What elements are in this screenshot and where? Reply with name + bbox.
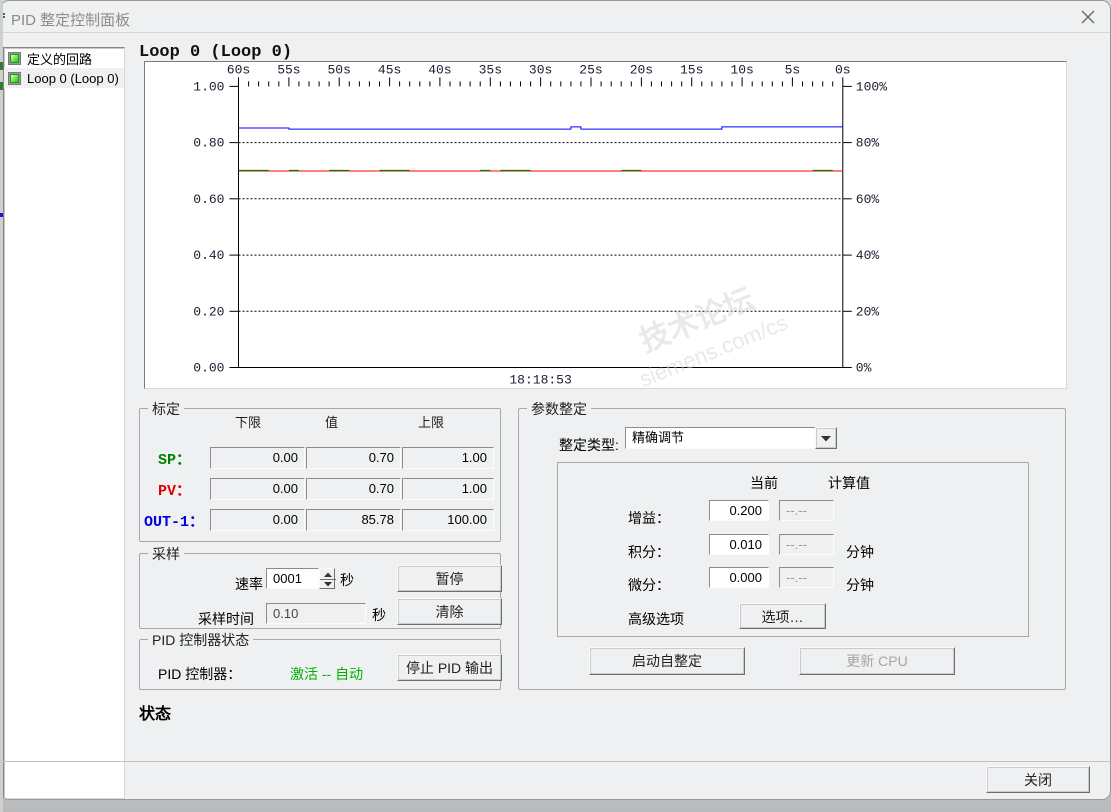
svg-text:40s: 40s [428, 62, 451, 77]
svg-text:0%: 0% [856, 361, 872, 376]
svg-text:1.00: 1.00 [193, 79, 224, 94]
svg-text:50s: 50s [327, 62, 350, 77]
svg-text:100%: 100% [856, 79, 887, 94]
svg-text:20s: 20s [630, 62, 653, 77]
svg-text:45s: 45s [378, 62, 401, 77]
svg-text:80%: 80% [856, 136, 880, 151]
svg-text:60s: 60s [227, 62, 250, 77]
svg-text:30s: 30s [529, 62, 552, 77]
svg-text:40%: 40% [856, 248, 880, 263]
svg-text:20%: 20% [856, 304, 880, 319]
svg-text:35s: 35s [479, 62, 502, 77]
svg-text:55s: 55s [277, 62, 300, 77]
svg-text:10s: 10s [730, 62, 753, 77]
svg-text:60%: 60% [856, 192, 880, 207]
svg-text:0.00: 0.00 [193, 361, 224, 376]
svg-text:15s: 15s [680, 62, 703, 77]
svg-text:0.80: 0.80 [193, 136, 224, 151]
svg-text:25s: 25s [579, 62, 602, 77]
svg-text:5s: 5s [785, 62, 801, 77]
svg-text:0.40: 0.40 [193, 248, 224, 263]
svg-text:18:18:53: 18:18:53 [509, 373, 571, 388]
svg-text:0.60: 0.60 [193, 192, 224, 207]
svg-text:0.20: 0.20 [193, 304, 224, 319]
svg-text:0s: 0s [835, 62, 851, 77]
